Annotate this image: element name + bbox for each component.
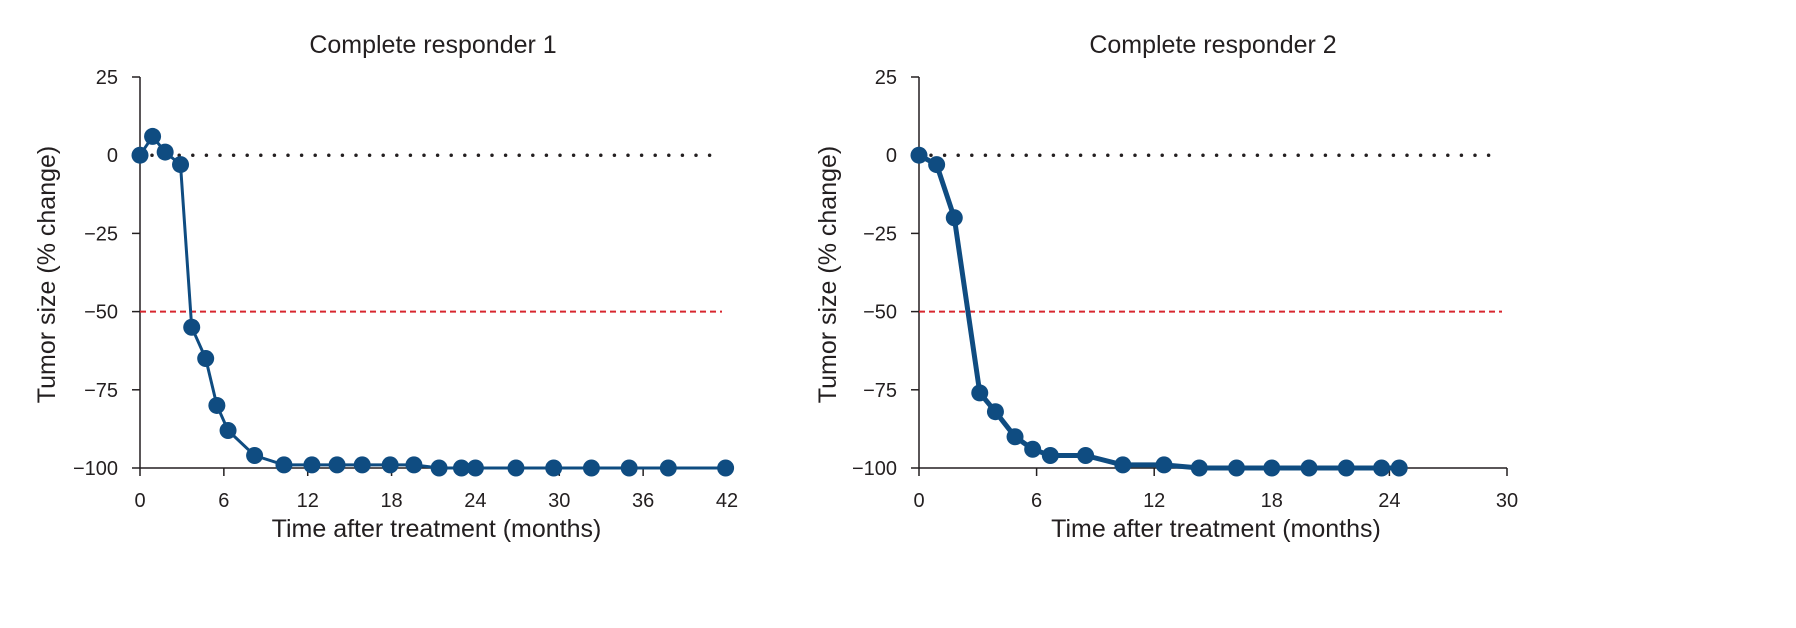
x-tick-label: 12 — [297, 490, 319, 512]
x-tick-label: 30 — [1496, 490, 1518, 512]
data-point — [659, 459, 677, 477]
x-tick-label: 30 — [548, 490, 570, 512]
data-point — [582, 459, 600, 477]
data-point — [1300, 459, 1318, 477]
data-point — [172, 156, 190, 174]
x-axis-label-2: Time after treatment (months) — [1051, 515, 1381, 543]
y-axis-label-1: Tumor size (% change) — [33, 146, 61, 404]
y-axis-label-2: Tumor size (% change) — [814, 146, 842, 404]
data-point — [1190, 459, 1208, 477]
x-tick-label: 0 — [134, 490, 145, 512]
chart-panel-1: Complete responder 1 25 0 −25 −50 −75 −100 0 6 12… — [33, 31, 738, 543]
x-tick-label: 36 — [632, 490, 654, 512]
data-point — [1077, 446, 1095, 464]
data-point — [971, 384, 989, 402]
y-tick-label: 0 — [107, 145, 118, 167]
data-point — [1373, 459, 1391, 477]
data-point — [219, 421, 237, 439]
data-point — [144, 127, 162, 145]
data-point — [353, 456, 371, 474]
y-tick-label: −100 — [73, 458, 118, 480]
data-point — [545, 459, 563, 477]
x-tick-label: 18 — [380, 490, 402, 512]
chart-panel-2: Complete responder 2 25 0 −25 −50 −75 −100 0 6 12… — [814, 31, 1518, 543]
data-point — [910, 146, 928, 164]
data-point — [1263, 459, 1281, 477]
data-point — [620, 459, 638, 477]
data-point — [1006, 428, 1024, 446]
x-tick-label: 24 — [464, 490, 486, 512]
series-line — [138, 134, 728, 470]
data-point — [945, 209, 963, 227]
y-tick-label: −25 — [84, 223, 118, 245]
data-point — [1337, 459, 1355, 477]
y-tick-label: −100 — [852, 458, 897, 480]
data-point — [275, 456, 293, 474]
data-point — [986, 403, 1004, 421]
data-point — [466, 459, 484, 477]
data-point — [717, 459, 735, 477]
y-tick-label: −25 — [863, 223, 897, 245]
data-point — [131, 146, 149, 164]
data-point — [1155, 456, 1173, 474]
data-point — [156, 143, 174, 161]
y-tick-label: −75 — [863, 380, 897, 402]
y-tick-label: 0 — [886, 145, 897, 167]
chart-title-1: Complete responder 1 — [309, 31, 556, 59]
data-point — [197, 350, 215, 368]
data-point — [303, 456, 321, 474]
data-point — [1228, 459, 1246, 477]
x-tick-label: 18 — [1261, 490, 1283, 512]
x-tick-label: 42 — [716, 490, 738, 512]
x-tick-label: 12 — [1143, 490, 1165, 512]
x-tick-label: 24 — [1378, 490, 1400, 512]
y-tick-label: 25 — [875, 67, 897, 89]
x-tick-label: 6 — [1031, 490, 1042, 512]
data-point — [246, 446, 264, 464]
data-point — [507, 459, 525, 477]
y-tick-label: −75 — [84, 380, 118, 402]
data-point — [381, 456, 399, 474]
data-point — [928, 156, 946, 174]
x-axis-label-1: Time after treatment (months) — [272, 515, 602, 543]
data-point — [328, 456, 346, 474]
chart-title-2: Complete responder 2 — [1089, 31, 1336, 59]
x-tick-label: 0 — [913, 490, 924, 512]
data-point — [1041, 446, 1059, 464]
data-point — [430, 459, 448, 477]
y-tick-label: −50 — [84, 302, 118, 324]
data-point — [208, 396, 226, 414]
data-point — [405, 456, 423, 474]
data-point — [1390, 459, 1408, 477]
y-tick-label: −50 — [863, 302, 897, 324]
data-point — [452, 459, 470, 477]
data-point — [1114, 456, 1132, 474]
x-tick-label: 6 — [218, 490, 229, 512]
data-point — [183, 318, 201, 336]
data-point — [1024, 440, 1042, 458]
y-tick-label: 25 — [96, 67, 118, 89]
